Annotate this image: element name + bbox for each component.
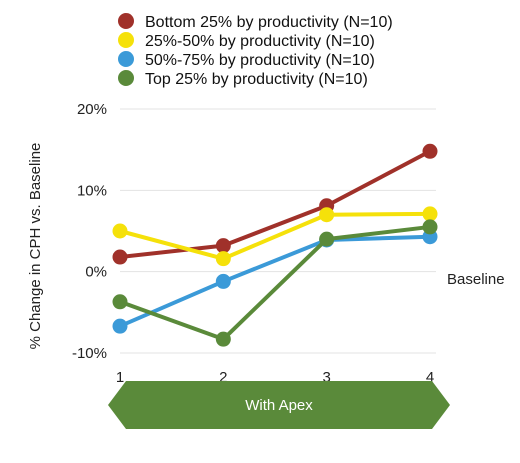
x-tick-label: 2 bbox=[219, 369, 227, 386]
x-tick-label: 1 bbox=[116, 369, 124, 386]
series bbox=[112, 143, 438, 265]
series-line bbox=[119, 149, 431, 260]
with-apex-banner: With Apex bbox=[108, 381, 450, 429]
legend-entry: 50%-75% by productivity (N=10) bbox=[145, 52, 375, 69]
x-axis-ticks: 1 2 3 4 bbox=[116, 369, 434, 386]
grid-lines bbox=[120, 108, 436, 354]
legend-entry: 25%-50% by productivity (N=10) bbox=[145, 33, 375, 50]
legend: Bottom 25% by productivity (N=10) 25%-50%… bbox=[118, 13, 393, 88]
baseline-label: Baseline bbox=[447, 271, 505, 288]
legend-marker bbox=[118, 32, 134, 48]
y-tick-label: 10% bbox=[77, 182, 107, 199]
y-axis-label: % Change in CPH vs. Baseline bbox=[27, 143, 44, 350]
banner-shape bbox=[108, 381, 450, 429]
data-point bbox=[112, 294, 128, 310]
legend-marker bbox=[118, 13, 134, 29]
legend-entry: Bottom 25% by productivity (N=10) bbox=[145, 14, 393, 31]
series-line bbox=[119, 211, 431, 261]
legend-entry: Top 25% by productivity (N=10) bbox=[145, 71, 368, 88]
data-point bbox=[215, 331, 231, 347]
series-layer bbox=[112, 143, 438, 347]
data-point bbox=[319, 231, 335, 247]
banner-label: With Apex bbox=[245, 397, 313, 414]
y-tick-label: -10% bbox=[72, 345, 107, 362]
data-point bbox=[422, 206, 438, 222]
data-point bbox=[112, 249, 128, 265]
data-point bbox=[422, 143, 438, 159]
y-tick-label: 20% bbox=[77, 101, 107, 118]
data-point bbox=[319, 207, 335, 223]
legend-marker bbox=[118, 51, 134, 67]
legend-marker bbox=[118, 70, 134, 86]
data-point bbox=[215, 251, 231, 267]
data-point bbox=[112, 318, 128, 334]
data-point bbox=[215, 273, 231, 289]
data-point bbox=[215, 238, 231, 254]
series bbox=[112, 219, 438, 347]
data-point bbox=[422, 219, 438, 235]
series-line bbox=[119, 224, 431, 342]
series-line bbox=[119, 234, 431, 328]
y-axis-ticks: -10% 0% 10% 20% bbox=[72, 101, 107, 362]
data-point bbox=[112, 223, 128, 239]
series bbox=[112, 206, 438, 267]
y-tick-label: 0% bbox=[85, 264, 107, 281]
x-tick-label: 4 bbox=[426, 369, 434, 386]
x-tick-label: 3 bbox=[322, 369, 330, 386]
